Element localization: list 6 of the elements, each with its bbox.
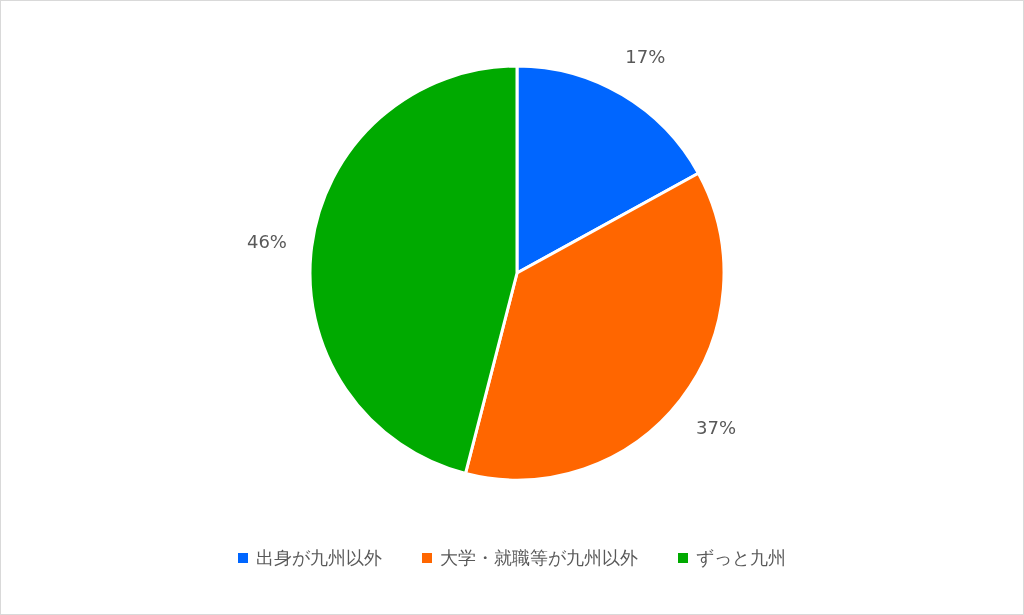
- data-label: 17%: [625, 45, 666, 67]
- legend-label: 出身が九州以外: [256, 546, 382, 570]
- legend-label: 大学・就職等が九州以外: [440, 546, 638, 570]
- data-label: 37%: [696, 416, 737, 438]
- data-label: 46%: [246, 230, 287, 252]
- legend-label: ずっと九州: [696, 546, 786, 570]
